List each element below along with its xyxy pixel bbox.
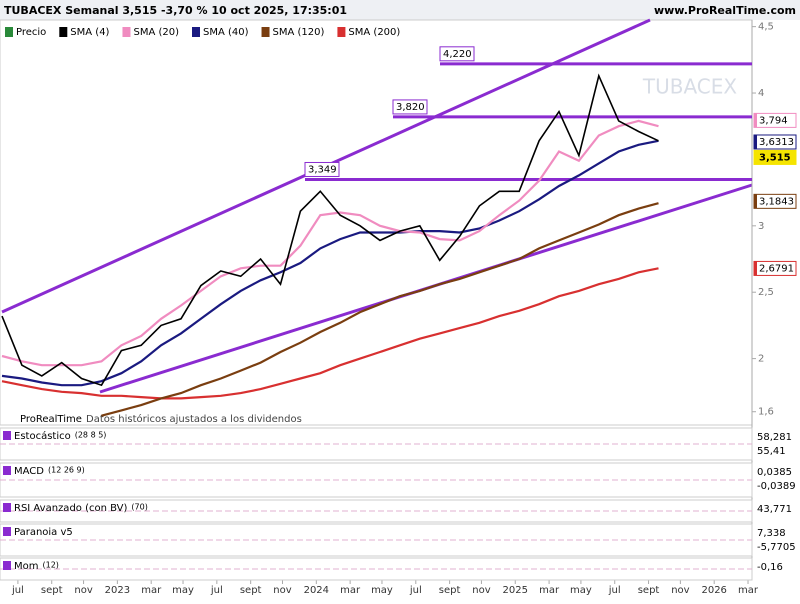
level-box <box>304 161 340 177</box>
x-tick-label: jul <box>210 585 223 596</box>
panel-icon <box>3 431 11 440</box>
y-tick-label: 3 <box>758 221 764 232</box>
price-swatch <box>754 261 757 276</box>
panel-value: -0,0389 <box>757 481 796 492</box>
price-label: 3,515 <box>759 152 791 163</box>
panel-value: -0,16 <box>757 562 783 573</box>
x-tick-label: nov <box>671 585 689 596</box>
indicator-panel <box>0 557 753 581</box>
price-label: 2,6791 <box>759 263 794 274</box>
x-tick-label: 2024 <box>304 585 329 596</box>
series-line <box>1 267 659 400</box>
price-label: 3,794 <box>759 115 788 126</box>
level-box <box>439 46 475 62</box>
y-tick-label: 4,5 <box>758 22 774 33</box>
site: www.ProRealTime.com <box>654 4 796 17</box>
panel-icon <box>3 561 11 570</box>
panel-value: 55,41 <box>757 446 786 457</box>
x-tick-label: mar <box>141 585 162 596</box>
y-tick-label: 1,6 <box>758 407 774 418</box>
legend-entry: SMA (200) <box>348 27 400 38</box>
x-tick-label: nov <box>273 585 291 596</box>
x-tick-label: jul <box>409 585 422 596</box>
x-tick-label: mar <box>340 585 361 596</box>
watermark: TUBACEX <box>642 75 738 99</box>
price-label: 3,1843 <box>759 196 794 207</box>
panel-params: (28 8 5) <box>75 431 107 440</box>
x-tick-label: 2026 <box>701 585 726 596</box>
panel-value: 43,771 <box>757 504 792 515</box>
x-tick-label: jul <box>608 585 621 596</box>
panel-name: Paranoia v5 <box>14 527 73 538</box>
panel-params: (12 26 9) <box>48 466 85 475</box>
indicator-panel <box>0 499 753 523</box>
panel-value: -5,7705 <box>757 542 796 553</box>
legend-entry: SMA (120) <box>273 27 325 38</box>
price-label: 3,6313 <box>759 137 794 148</box>
x-tick-label: may <box>570 585 592 596</box>
panel-icon <box>3 466 11 475</box>
panel-name: Estocástico <box>14 430 71 442</box>
note: Datos históricos ajustados a los dividen… <box>86 413 302 425</box>
x-tick-label: may <box>371 585 393 596</box>
x-tick-label: sept <box>638 585 660 596</box>
x-tick-label: sept <box>240 585 262 596</box>
level-label: 3,820 <box>396 102 425 113</box>
legend-entry: SMA (4) <box>70 27 109 38</box>
x-tick-label: jul <box>11 585 24 596</box>
legend-swatch <box>5 27 13 37</box>
legend-swatch <box>122 27 131 37</box>
panel-params: (70) <box>131 503 147 512</box>
panel-params: (12) <box>43 561 59 570</box>
panel-value: 0,0385 <box>757 467 792 478</box>
legend-swatch <box>59 27 68 37</box>
price-swatch <box>754 194 757 209</box>
x-tick-label: nov <box>74 585 92 596</box>
y-tick-label: 2 <box>758 354 764 365</box>
x-tick-label: nov <box>472 585 490 596</box>
price-swatch <box>754 134 757 149</box>
price-swatch <box>754 113 757 128</box>
legend-entry: SMA (20) <box>133 27 179 38</box>
title: TUBACEX Semanal 3,515 -3,70 % 10 oct 202… <box>4 4 347 17</box>
x-tick-label: sept <box>439 585 461 596</box>
y-tick-label: 4 <box>758 88 764 99</box>
price-swatch <box>754 150 757 165</box>
panel-icon <box>3 503 11 512</box>
legend-swatch <box>261 27 270 37</box>
level-box <box>392 99 428 115</box>
series-line <box>1 139 659 387</box>
brand: ProRealTime <box>20 414 82 425</box>
series-line <box>1 73 659 387</box>
panel-name: MACD <box>14 466 44 477</box>
level-label: 4,220 <box>443 49 472 60</box>
header-bar <box>0 0 800 20</box>
legend-entry: SMA (40) <box>203 27 249 38</box>
series-line <box>101 202 659 417</box>
level-label: 3,349 <box>308 164 337 175</box>
panel-name: RSI Avanzado (con BV) <box>14 503 128 514</box>
series-line <box>1 119 659 367</box>
x-tick-label: may <box>172 585 194 596</box>
x-tick-label: sept <box>41 585 63 596</box>
legend-swatch <box>192 27 200 37</box>
x-tick-label: 2023 <box>105 585 130 596</box>
panel-value: 58,281 <box>757 432 792 443</box>
x-tick-label: mar <box>539 585 560 596</box>
legend-swatch <box>337 27 346 37</box>
panel-icon <box>3 527 11 536</box>
panel-name: Mom <box>14 561 39 572</box>
panel-value: 7,338 <box>757 528 786 539</box>
x-tick-label: mar <box>738 585 759 596</box>
x-tick-label: 2025 <box>503 585 528 596</box>
legend-entry: Precio <box>16 27 46 38</box>
y-tick-label: 2,5 <box>758 287 774 298</box>
